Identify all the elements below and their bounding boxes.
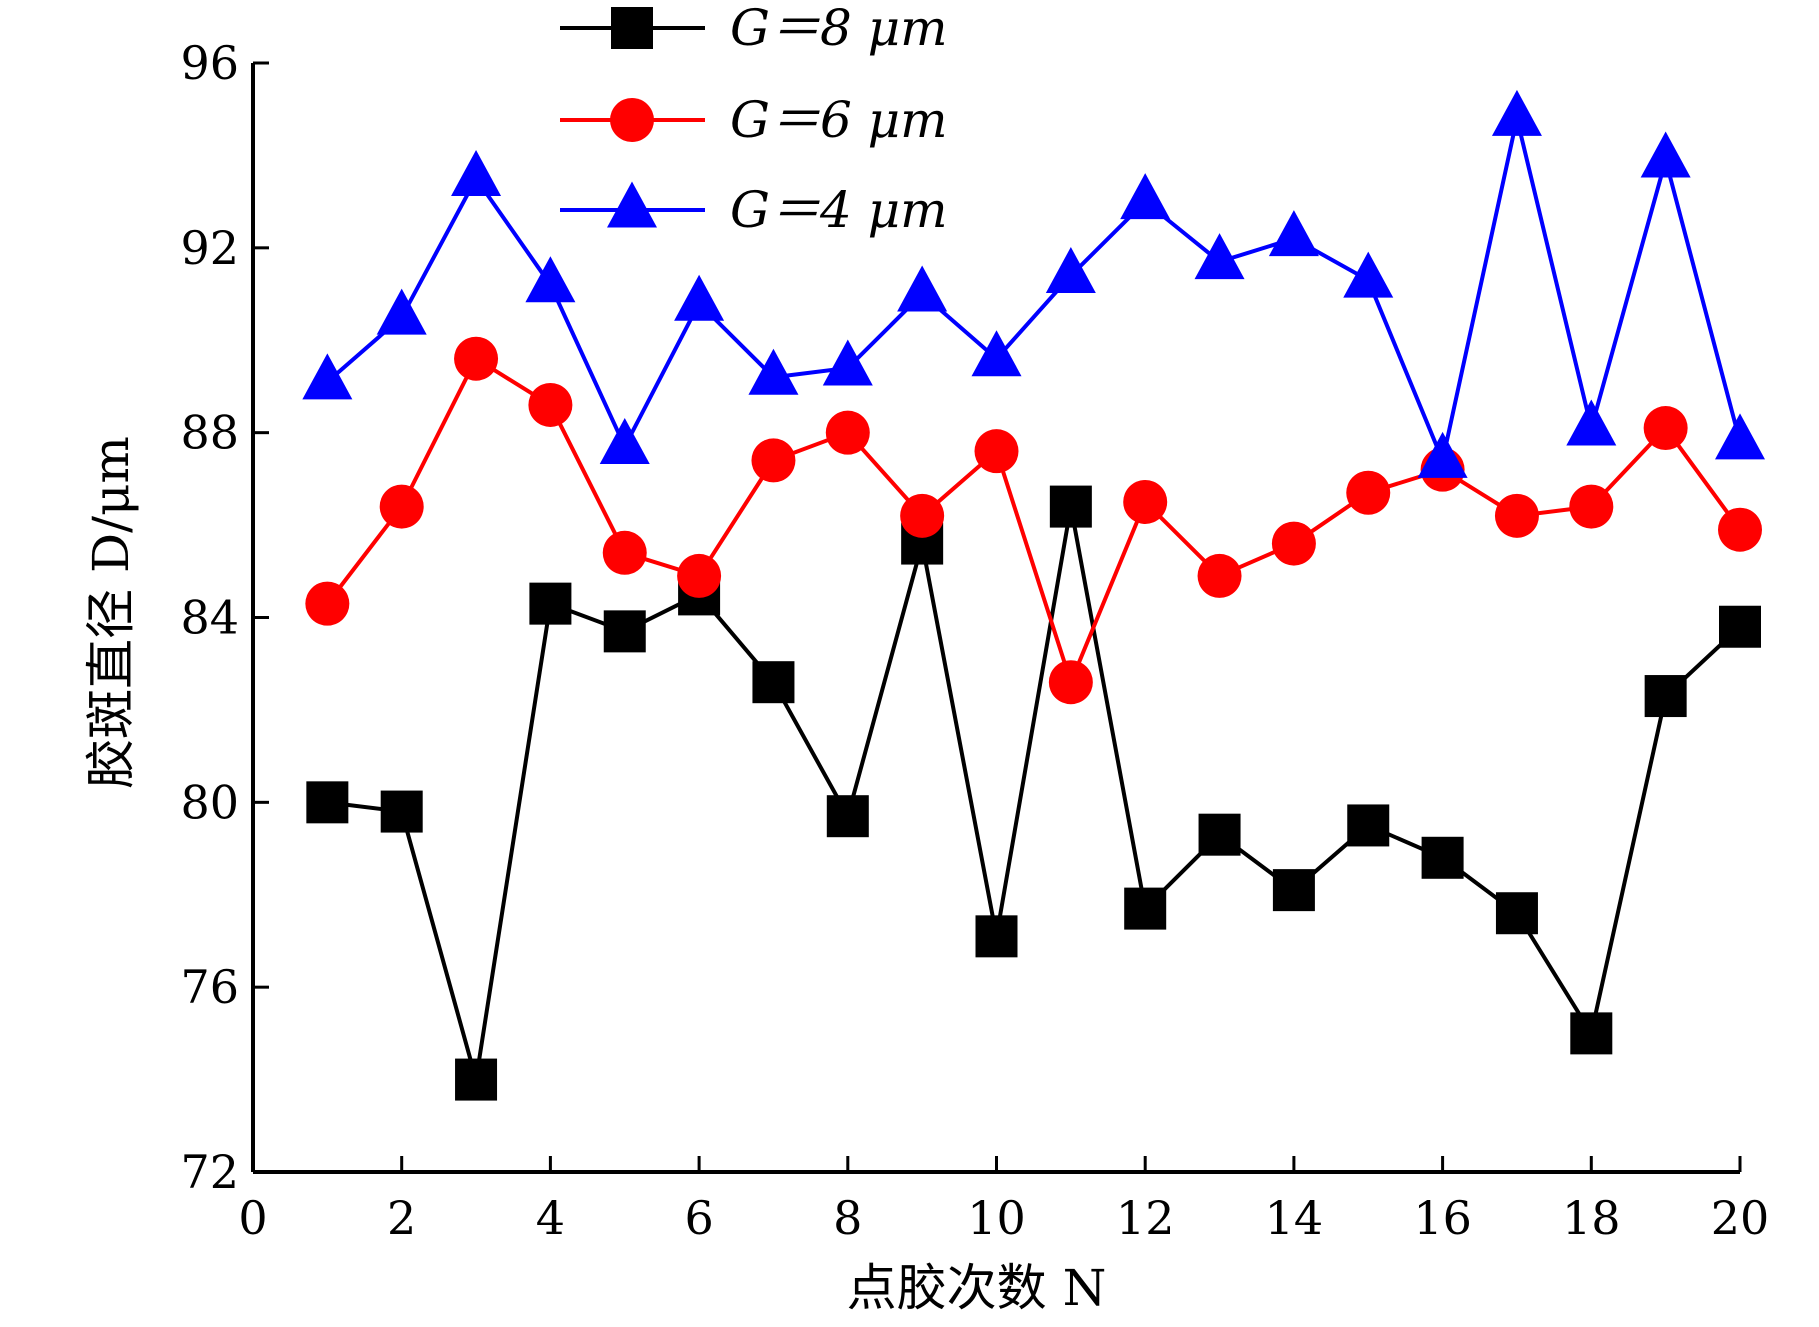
data-point-g6 xyxy=(1271,521,1316,566)
data-point-g4 xyxy=(1343,251,1394,298)
data-point-g6 xyxy=(677,553,722,598)
y-tick-label: 80 xyxy=(180,775,239,829)
data-point-g6 xyxy=(1643,406,1688,451)
legend-item-g6: G＝6 μm xyxy=(560,91,948,149)
data-point-g8 xyxy=(455,1058,498,1101)
x-tick-label: 2 xyxy=(387,1191,416,1245)
data-point-g4 xyxy=(1045,247,1096,294)
data-point-g8 xyxy=(306,781,349,824)
legend: G＝8 μm G＝6 μm G＝4 μm xyxy=(560,0,948,239)
data-point-g6 xyxy=(825,410,870,455)
data-point-g6 xyxy=(751,438,796,483)
data-point-g6 xyxy=(1123,479,1168,524)
data-point-g8 xyxy=(603,610,646,653)
series-g6 xyxy=(305,336,1762,705)
data-point-g4 xyxy=(748,348,799,395)
data-point-g6 xyxy=(1718,507,1762,552)
data-point-g6 xyxy=(1569,484,1614,529)
data-point-g8 xyxy=(1049,485,1092,528)
y-tick-label: 92 xyxy=(180,221,239,275)
data-point-g8 xyxy=(1272,869,1315,912)
y-tick-label: 72 xyxy=(180,1145,239,1199)
x-tick-label: 16 xyxy=(1413,1191,1472,1245)
data-point-g4 xyxy=(451,150,502,197)
data-point-g6 xyxy=(602,530,647,575)
data-point-g4 xyxy=(1120,173,1171,220)
data-point-g4 xyxy=(1640,131,1691,178)
series-layer xyxy=(302,89,1765,1101)
data-point-g4 xyxy=(1417,431,1468,478)
data-point-g4 xyxy=(1715,413,1765,460)
data-point-g6 xyxy=(528,382,573,427)
data-point-g8 xyxy=(529,582,572,625)
x-tick-label: 12 xyxy=(1116,1191,1175,1245)
data-point-g4 xyxy=(1268,210,1319,257)
data-point-g4 xyxy=(525,256,576,303)
data-point-g8 xyxy=(1719,605,1761,648)
data-point-g8 xyxy=(826,795,869,838)
data-point-g4 xyxy=(1194,233,1245,280)
data-point-g6 xyxy=(379,484,424,529)
data-point-g6 xyxy=(1494,493,1539,538)
data-point-g8 xyxy=(1124,887,1167,930)
data-point-g6 xyxy=(1048,660,1093,705)
data-point-g6 xyxy=(900,493,945,538)
x-tick-label: 10 xyxy=(967,1191,1026,1245)
axes: 0 2 4 6 8 10 12 14 16 18 20 72 76 80 84 88 92 96 xyxy=(180,36,1769,1245)
x-tick-label: 6 xyxy=(684,1191,713,1245)
y-tick-label: 84 xyxy=(180,591,239,645)
legend-label: G＝6 μm xyxy=(730,91,948,149)
data-point-g8 xyxy=(1570,1012,1613,1055)
y-tick-label: 88 xyxy=(180,406,239,460)
data-point-g6 xyxy=(1346,470,1391,515)
data-point-g6 xyxy=(454,336,499,381)
x-tick-label: 8 xyxy=(833,1191,862,1245)
y-axis-label: 胶斑直径 D/μm xyxy=(82,436,140,789)
series-g8 xyxy=(306,485,1761,1101)
y-tick-label: 96 xyxy=(180,36,239,90)
legend-label: G＝8 μm xyxy=(730,0,948,57)
data-point-g8 xyxy=(752,661,795,704)
data-point-g8 xyxy=(1347,804,1390,847)
data-point-g8 xyxy=(380,790,423,833)
x-tick-label: 20 xyxy=(1711,1191,1770,1245)
series-g4 xyxy=(302,89,1765,478)
data-point-g4 xyxy=(674,274,725,321)
legend-marker xyxy=(610,98,654,142)
data-point-g8 xyxy=(975,915,1018,958)
data-point-g4 xyxy=(376,288,427,335)
data-point-g8 xyxy=(1421,836,1464,879)
x-tick-label: 18 xyxy=(1562,1191,1621,1245)
data-point-g4 xyxy=(599,418,650,465)
legend-label: G＝4 μm xyxy=(730,181,948,239)
y-tick-label: 76 xyxy=(180,960,239,1014)
legend-marker xyxy=(607,181,657,228)
legend-item-g4: G＝4 μm xyxy=(560,181,948,239)
data-point-g4 xyxy=(302,353,353,400)
data-point-g4 xyxy=(1566,399,1617,446)
data-point-g4 xyxy=(822,339,873,386)
x-tick-label: 4 xyxy=(536,1191,565,1245)
data-point-g4 xyxy=(897,265,948,312)
data-point-g4 xyxy=(971,330,1022,377)
x-axis-label: 点胶次数 N xyxy=(847,1259,1107,1317)
data-point-g6 xyxy=(974,429,1019,474)
legend-marker xyxy=(611,7,653,49)
legend-item-g8: G＝8 μm xyxy=(560,0,948,57)
data-point-g8 xyxy=(1198,813,1241,856)
data-point-g6 xyxy=(1197,553,1242,598)
series-line-g4 xyxy=(326,117,1742,468)
x-tick-label: 0 xyxy=(238,1191,267,1245)
x-tick-label: 14 xyxy=(1265,1191,1324,1245)
data-point-g4 xyxy=(1491,89,1542,136)
data-point-g6 xyxy=(305,581,350,626)
data-point-g8 xyxy=(1644,675,1687,718)
data-point-g8 xyxy=(1495,892,1538,935)
